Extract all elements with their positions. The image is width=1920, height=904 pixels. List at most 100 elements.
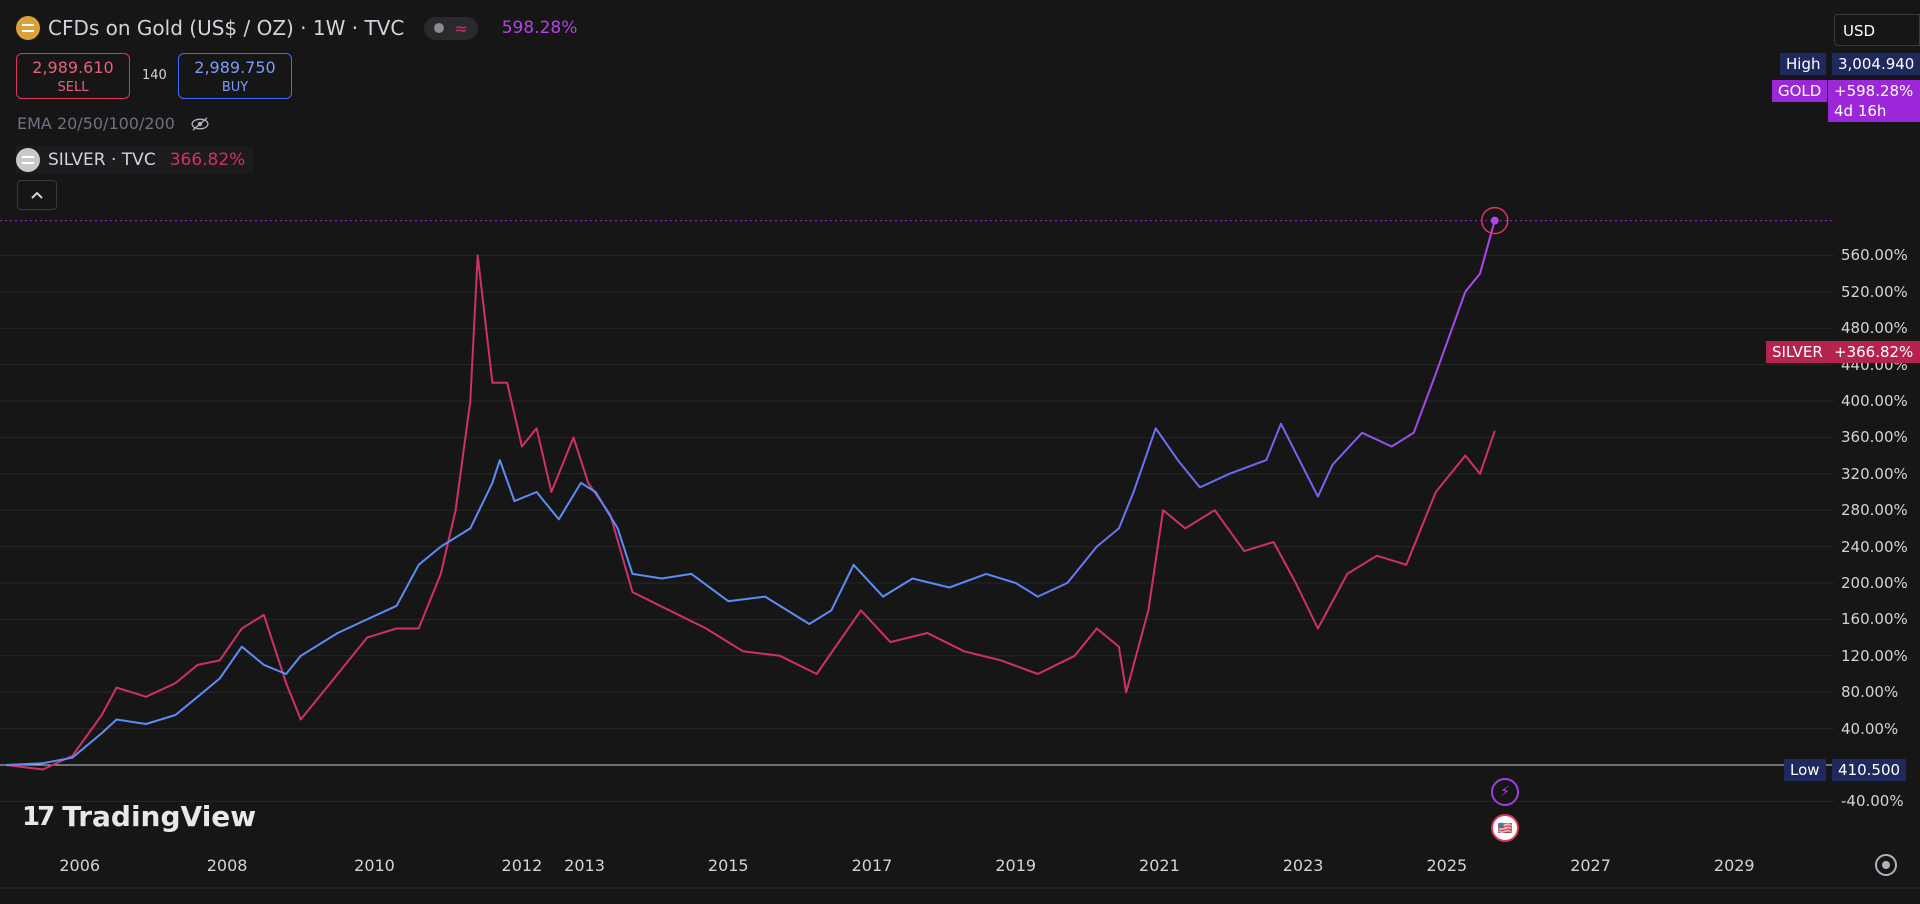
- silver-point: [1213, 509, 1216, 512]
- y-tick-label: 480.00%: [1841, 319, 1908, 338]
- gold-series-tag: GOLD: [1772, 80, 1828, 102]
- silver-point: [860, 609, 862, 612]
- gold-point: [1228, 473, 1231, 475]
- sell-price: 2,989.610: [32, 58, 114, 77]
- gold-point: [1361, 432, 1363, 434]
- gold-point: [174, 714, 177, 716]
- gold-point: [1265, 459, 1268, 461]
- market-status-icon: [434, 23, 445, 33]
- gold-point: [395, 604, 398, 607]
- y-tick-label: 80.00%: [1841, 683, 1899, 702]
- currency-selector[interactable]: USD: [1834, 14, 1920, 46]
- x-tick-label: 2021: [1139, 856, 1180, 875]
- chevron-up-icon: [31, 191, 43, 199]
- silver-point: [705, 627, 707, 630]
- silver-point: [550, 491, 553, 493]
- gold-point: [469, 527, 472, 530]
- gold-point: [42, 762, 44, 764]
- silver-point: [742, 650, 744, 653]
- silver-point: [395, 627, 398, 630]
- silver-point: [1073, 655, 1076, 657]
- y-tick-label: -40.00%: [1841, 792, 1904, 811]
- gold-point: [985, 573, 988, 575]
- silver-point: [1162, 509, 1164, 512]
- spread-value: 140: [142, 68, 167, 83]
- silver-series-tag: SILVER: [1766, 341, 1829, 363]
- silver-point: [263, 614, 265, 616]
- symbol-header[interactable]: CFDs on Gold (US$ / OZ) · 1W · TVC ≈ 598…: [16, 14, 577, 42]
- silver-point: [926, 632, 929, 634]
- silver-point: [440, 573, 442, 575]
- silver-point: [145, 695, 147, 698]
- silver-point: [779, 655, 781, 657]
- gold-point: [498, 459, 501, 461]
- silver-point: [241, 627, 243, 630]
- sell-button[interactable]: 2,989.610 SELL: [16, 53, 130, 99]
- silver-point: [1434, 491, 1437, 493]
- gold-point: [948, 586, 951, 589]
- tradingview-logo[interactable]: 17 TradingView: [22, 800, 256, 833]
- us-flag-icon[interactable]: 🇺🇸: [1491, 814, 1519, 842]
- series-layer: [5, 219, 1496, 771]
- gold-point: [661, 577, 663, 580]
- low-value-tag: 410.500: [1832, 759, 1907, 781]
- gold-point: [285, 673, 287, 675]
- x-tick-label: 2027: [1570, 856, 1611, 875]
- gold-point: [440, 545, 442, 548]
- buy-button[interactable]: 2,989.750 BUY: [178, 53, 292, 99]
- silver-point: [535, 427, 538, 430]
- x-tick-label: 2025: [1426, 856, 1468, 875]
- bar-countdown: 4d 16h: [1834, 102, 1887, 120]
- gold-series: [5, 219, 1496, 766]
- eye-slash-icon[interactable]: [189, 116, 211, 131]
- last-price-marker[interactable]: [1480, 206, 1509, 235]
- silver-point: [1184, 527, 1186, 530]
- x-tick-label: 2019: [995, 856, 1037, 875]
- silver-point: [218, 659, 221, 662]
- gold-point: [1331, 463, 1334, 466]
- low-label-tag: Low: [1784, 759, 1826, 781]
- silver-point: [815, 673, 818, 675]
- sell-label: SELL: [57, 80, 89, 95]
- gold-point: [911, 577, 914, 580]
- gold-point: [1199, 486, 1201, 489]
- silver-point: [300, 718, 302, 721]
- lightning-icon[interactable]: ⚡: [1491, 778, 1519, 806]
- x-tick-label: 2013: [564, 856, 605, 875]
- y-tick-label: 400.00%: [1841, 392, 1908, 410]
- silver-point: [1464, 454, 1467, 457]
- change-percent: 598.28%: [501, 18, 578, 38]
- y-tick-label: 160.00%: [1841, 610, 1908, 629]
- buy-price: 2,989.750: [194, 58, 276, 77]
- settings-icon[interactable]: [1875, 854, 1897, 876]
- silver-point: [587, 482, 590, 484]
- silver-point: [454, 509, 457, 512]
- gold-point: [513, 500, 516, 502]
- gold-point: [1154, 427, 1157, 430]
- last-price-dot: [1490, 216, 1499, 225]
- gold-line: [5, 220, 1496, 766]
- silver-point: [1037, 673, 1039, 675]
- gold-point: [1390, 445, 1393, 448]
- silver-point: [336, 673, 339, 675]
- gold-point: [1132, 491, 1135, 493]
- status-pill[interactable]: ≈: [424, 16, 478, 40]
- gold-value: +598.28%: [1834, 82, 1914, 100]
- y-tick-label: 40.00%: [1841, 719, 1899, 738]
- gold-point: [580, 482, 582, 484]
- silver-point: [1095, 627, 1098, 630]
- compare-symbol-silver[interactable]: SILVER · TVC 366.82%: [16, 146, 254, 174]
- gold-point: [300, 655, 302, 657]
- silver-point: [1147, 609, 1150, 612]
- silver-point: [469, 400, 472, 402]
- ema-indicator[interactable]: EMA 20/50/100/200: [17, 114, 211, 133]
- tradingview-wordmark: TradingView: [62, 800, 257, 833]
- silver-point: [1294, 582, 1297, 584]
- gold-point: [101, 732, 103, 734]
- gold-point: [616, 527, 619, 530]
- gold-point: [366, 618, 368, 621]
- gold-icon: [16, 16, 40, 40]
- collapse-legend-button[interactable]: [17, 180, 57, 210]
- gold-point: [594, 491, 597, 493]
